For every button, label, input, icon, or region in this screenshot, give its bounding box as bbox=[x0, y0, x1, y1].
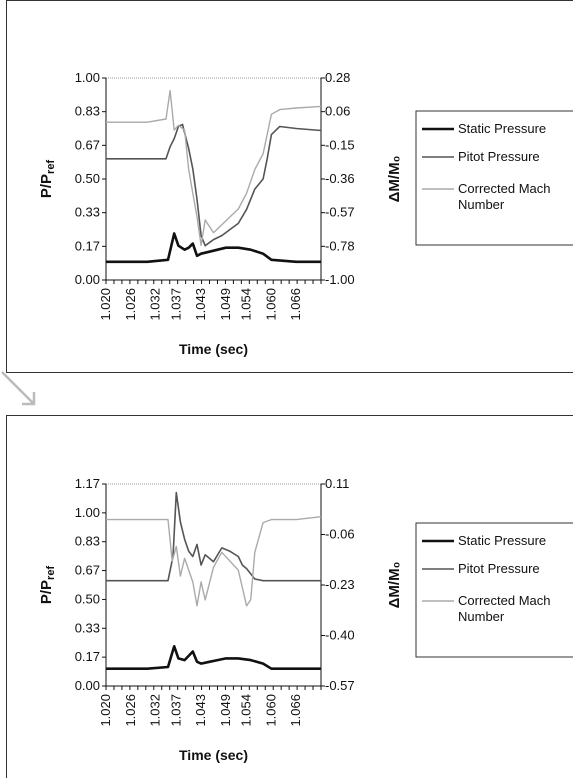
x-tick-label: 1.066 bbox=[288, 694, 303, 727]
chart-panel-bottom: 0.00 0.17 0.33 0.50 0.67 0.83 1.00 1.17 -0.57 -0.… bbox=[6, 415, 573, 778]
x-tick-label: 1.054 bbox=[239, 694, 254, 727]
y-tick-label: 0.50 bbox=[75, 591, 100, 606]
y2-tick-label: 0.06 bbox=[325, 104, 350, 119]
y-tick-label: 1.00 bbox=[75, 505, 100, 520]
x-axis-title: Time (sec) bbox=[179, 747, 248, 763]
y-tick-label: 1.17 bbox=[75, 476, 100, 491]
x-tick-label: 1.049 bbox=[218, 694, 233, 727]
x-tick-label: 1.043 bbox=[193, 288, 208, 321]
y2-axis-title: ΔM/M₀ bbox=[386, 156, 403, 203]
series-line-pitot-pressure bbox=[106, 491, 321, 582]
y-tick-label: 0.67 bbox=[75, 563, 100, 578]
y2-tick-label: -0.40 bbox=[325, 628, 355, 643]
series-line-corrected-mach-number bbox=[106, 516, 322, 607]
chart-panel-top: 0.00 0.17 0.33 0.50 0.67 0.83 1.00 -1.00 -0.78 -0… bbox=[6, 0, 573, 373]
y2-tick-label: -0.57 bbox=[325, 205, 355, 220]
chart-bottom: 0.00 0.17 0.33 0.50 0.67 0.83 1.00 1.17 -0.57 -0.… bbox=[38, 476, 573, 763]
x-tick-label: 1.037 bbox=[168, 694, 183, 727]
y2-tick-label: 0.28 bbox=[325, 70, 350, 85]
y2-tick-label: -0.78 bbox=[325, 238, 355, 253]
x-tick-label: 1.043 bbox=[193, 694, 208, 727]
series-line-static-pressure bbox=[106, 232, 321, 264]
legend-label: Pitot Pressure bbox=[458, 561, 540, 576]
series-line-corrected-mach-number bbox=[106, 89, 322, 247]
x-tick-label: 1.060 bbox=[263, 288, 278, 321]
legend-label: Corrected Mach bbox=[458, 593, 550, 608]
legend-label: Static Pressure bbox=[458, 121, 546, 136]
y-tick-label: 0.00 bbox=[75, 678, 100, 693]
x-tick-label: 1.060 bbox=[263, 694, 278, 727]
legend-label-cont: Number bbox=[458, 609, 505, 624]
y-tick-label: 0.17 bbox=[75, 238, 100, 253]
y2-tick-label: -0.57 bbox=[325, 678, 355, 693]
x-tick-label: 1.020 bbox=[98, 694, 113, 727]
y-tick-label: 0.83 bbox=[75, 534, 100, 549]
legend-label: Static Pressure bbox=[458, 533, 546, 548]
y2-tick-label: -0.15 bbox=[325, 137, 355, 152]
y-tick-label: 0.67 bbox=[75, 137, 100, 152]
legend-label: Corrected Mach bbox=[458, 181, 550, 196]
y-tick-label: 0.50 bbox=[75, 171, 100, 186]
x-tick-label: 1.032 bbox=[148, 694, 163, 727]
y-tick-label: 0.33 bbox=[75, 205, 100, 220]
x-tick-label: 1.066 bbox=[288, 288, 303, 321]
y2-tick-label: -0.06 bbox=[325, 527, 355, 542]
x-tick-label: 1.026 bbox=[123, 288, 138, 321]
y2-axis-title: ΔM/M₀ bbox=[386, 562, 403, 609]
y-tick-label: 0.17 bbox=[75, 649, 100, 664]
x-tick-label: 1.032 bbox=[148, 288, 163, 321]
y2-tick-label: -0.23 bbox=[325, 577, 355, 592]
series-line-pitot-pressure bbox=[106, 123, 322, 247]
y2-tick-label: -1.00 bbox=[325, 272, 355, 287]
x-axis-title: Time (sec) bbox=[179, 341, 248, 357]
y2-tick-label: -0.36 bbox=[325, 171, 355, 186]
y-tick-label: 0.00 bbox=[75, 272, 100, 287]
x-tick-label: 1.026 bbox=[123, 694, 138, 727]
y-tick-label: 1.00 bbox=[75, 70, 100, 85]
series-line-static-pressure bbox=[106, 645, 321, 670]
y-tick-label: 0.83 bbox=[75, 104, 100, 119]
legend-box bbox=[415, 522, 573, 658]
x-tick-label: 1.037 bbox=[168, 288, 183, 321]
legend-box bbox=[415, 110, 573, 246]
arrow-icon bbox=[1, 371, 36, 406]
chart-top: 0.00 0.17 0.33 0.50 0.67 0.83 1.00 -1.00 -0.78 -0… bbox=[38, 70, 573, 357]
x-tick-label: 1.054 bbox=[239, 288, 254, 321]
x-tick-label: 1.020 bbox=[98, 288, 113, 321]
y2-tick-label: 0.11 bbox=[325, 476, 349, 491]
y-axis-title: P/Pref bbox=[38, 160, 57, 199]
y-tick-label: 0.33 bbox=[75, 620, 100, 635]
y-axis-title: P/Pref bbox=[38, 566, 57, 605]
x-tick-label: 1.049 bbox=[218, 288, 233, 321]
legend-label-cont: Number bbox=[458, 197, 505, 212]
legend-label: Pitot Pressure bbox=[458, 149, 540, 164]
